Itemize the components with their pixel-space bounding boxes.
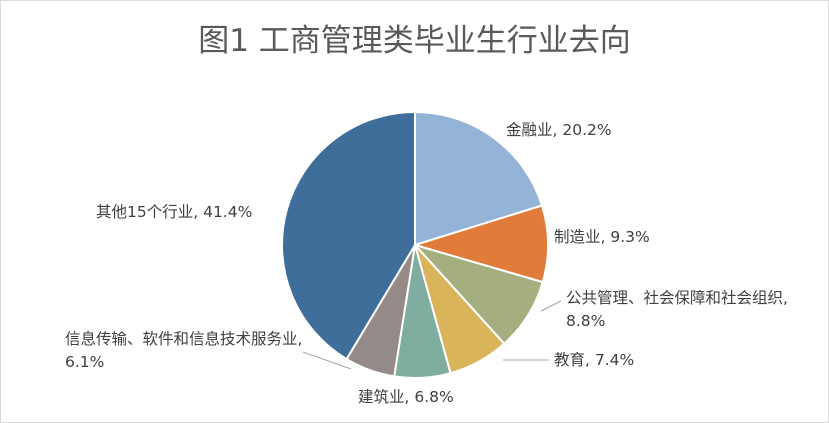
label-manufacturing: 制造业, 9.3% xyxy=(554,228,650,246)
pie-slice-0 xyxy=(414,110,544,247)
label-finance: 金融业, 20.2% xyxy=(506,121,612,139)
chart-title: 图1 工商管理类毕业生行业去向 xyxy=(198,23,631,59)
label-construction: 建筑业, 6.8% xyxy=(358,388,454,406)
pie-slice-1 xyxy=(411,204,549,284)
label-public-admin: 公共管理、社会保障和社会组织, 8.8% xyxy=(566,289,788,330)
pie-slice-6 xyxy=(281,110,416,361)
label-it-services: 信息传输、软件和信息技术服务业, 6.1% xyxy=(65,330,303,371)
label-education: 教育, 7.4% xyxy=(554,351,635,369)
leader-line-public-admin xyxy=(540,300,562,312)
leader-line-it-services xyxy=(302,351,352,370)
label-other: 其他15个行业, 41.4% xyxy=(96,203,253,221)
